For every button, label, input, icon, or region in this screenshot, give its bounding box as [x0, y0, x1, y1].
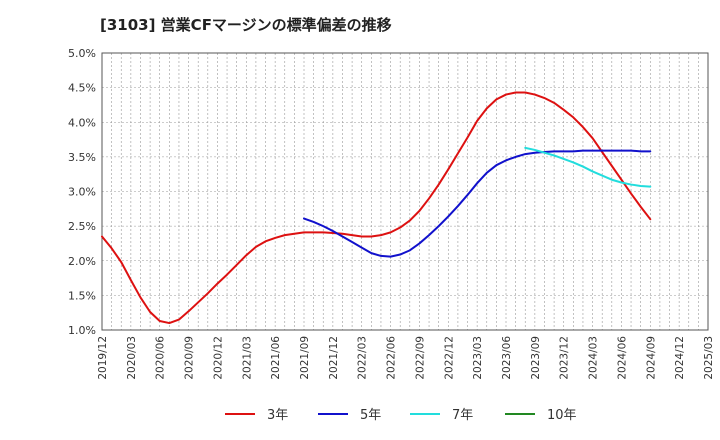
- chart-title: [3103] 営業CFマージンの標準偏差の推移: [100, 16, 392, 34]
- plot-border: [101, 52, 709, 331]
- x-tick-label: 2020/03: [126, 336, 138, 380]
- y-tick-label: 4.5%: [68, 82, 96, 95]
- x-tick-label: 2022/09: [414, 336, 426, 380]
- series-line-5年: [303, 149, 652, 258]
- x-tick-label: 2025/03: [703, 336, 715, 380]
- x-tick-label: 2024/12: [674, 336, 686, 380]
- x-tick-label: 2023/12: [559, 336, 571, 380]
- x-tick-label: 2024/06: [616, 336, 628, 380]
- x-tick-label: 2021/09: [299, 336, 311, 380]
- y-tick-label: 1.0%: [68, 324, 96, 337]
- y-tick-label: 2.5%: [68, 220, 96, 233]
- legend-label: 10年: [547, 408, 577, 423]
- y-tick-label: 3.5%: [68, 151, 96, 164]
- legend-label: 5年: [360, 408, 381, 423]
- x-tick-label: 2020/12: [212, 336, 224, 380]
- x-tick-label: 2021/03: [241, 336, 253, 380]
- x-tick-label: 2022/12: [443, 336, 455, 380]
- x-tick-label: 2024/09: [645, 336, 657, 380]
- x-tick-label: 2023/06: [501, 336, 513, 380]
- x-tick-label: 2021/06: [270, 336, 282, 380]
- x-tick-label: 2019/12: [97, 336, 109, 380]
- x-tick-label: 2023/03: [472, 336, 484, 380]
- series-line-7年: [524, 146, 652, 188]
- y-tick-label: 2.0%: [68, 255, 96, 268]
- y-tick-label: 3.0%: [68, 186, 96, 199]
- legend-label: 3年: [267, 408, 288, 423]
- plot-area: [102, 53, 708, 330]
- y-tick-label: 5.0%: [68, 47, 96, 60]
- y-tick-label: 4.0%: [68, 116, 96, 129]
- y-tick-label: 1.5%: [68, 289, 96, 302]
- x-tick-label: 2022/06: [386, 336, 398, 380]
- x-tick-label: 2020/06: [155, 336, 167, 380]
- x-tick-label: 2022/03: [357, 336, 369, 380]
- series-line-3年: [101, 91, 652, 325]
- x-tick-label: 2023/09: [530, 336, 542, 380]
- x-tick-label: 2024/03: [588, 336, 600, 380]
- x-tick-label: 2020/09: [184, 336, 196, 380]
- legend-label: 7年: [452, 408, 473, 423]
- x-tick-label: 2021/12: [328, 336, 340, 380]
